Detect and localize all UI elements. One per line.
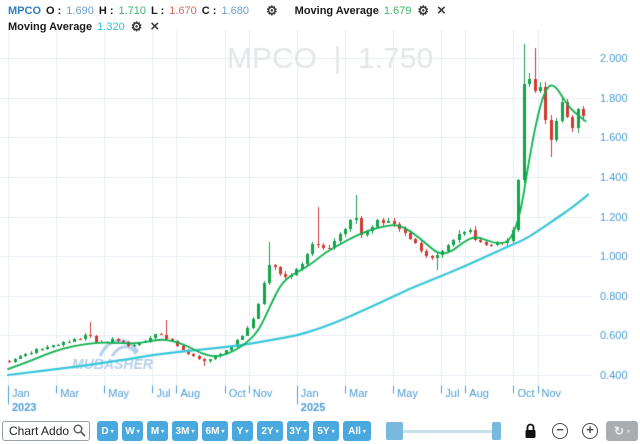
timeframe-5y-button[interactable]: 5Y ▾ — [313, 421, 339, 441]
refresh-icon: ↻ — [613, 424, 625, 438]
zoom-out-icon[interactable]: − — [552, 423, 568, 439]
search-input[interactable] — [2, 421, 90, 441]
range-slider-left-handle[interactable] — [386, 422, 403, 440]
ma-slow-name: Moving Average — [8, 21, 93, 33]
open-value: 1.690 — [66, 5, 94, 17]
range-slider-right-handle[interactable] — [492, 422, 501, 440]
close-value: 1.680 — [221, 5, 249, 17]
ma-slow-row: Moving Average 1.320 ⚙ × — [8, 19, 159, 35]
timeframe-w-button[interactable]: W ▾ — [122, 421, 143, 441]
timeframe-2y-button[interactable]: 2Y ▾ — [257, 421, 283, 441]
chevron-down-icon: ▾ — [161, 428, 165, 435]
chevron-down-icon: ▾ — [303, 428, 307, 435]
price-chart-canvas[interactable] — [0, 0, 640, 418]
timeframe-all-button[interactable]: All ▾ — [343, 421, 371, 441]
timeframe-d-button[interactable]: D ▾ — [97, 421, 118, 441]
chevron-down-icon: ▾ — [191, 428, 195, 435]
timeframe-buttons: D ▾ W ▾ M ▾ 3M ▾ 6M ▾ Y ▾ 2Y ▾ 3Y ▾ 5Y ▾ All ▾ — [97, 421, 371, 441]
close-icon[interactable]: × — [150, 18, 160, 35]
close-icon[interactable]: × — [437, 2, 446, 19]
timeframe-3m-button[interactable]: 3M ▾ — [172, 421, 198, 441]
timeframe-6m-button[interactable]: 6M ▾ — [202, 421, 228, 441]
refresh-button[interactable]: ↻ ▾ — [606, 421, 638, 441]
chevron-down-icon: ▾ — [331, 428, 335, 435]
bottom-toolbar: D▾ W▾ M▾ 3M▾ 6M▾ Y▾ 2Y▾ 3Y▾ 5Y▾ All▾ − +… — [0, 418, 640, 444]
close-label: C : — [201, 5, 217, 17]
gear-icon[interactable]: ⚙ — [266, 3, 278, 18]
chevron-down-icon: ▾ — [627, 428, 631, 435]
lock-icon[interactable] — [524, 423, 537, 439]
chevron-down-icon: ▾ — [136, 428, 140, 435]
ma-fast-name: Moving Average — [294, 5, 379, 17]
chevron-down-icon: ▾ — [245, 428, 249, 435]
timeframe-m-button[interactable]: M ▾ — [147, 421, 168, 441]
high-value: 1.710 — [118, 5, 147, 17]
chevron-down-icon: ▾ — [362, 428, 366, 435]
gear-icon[interactable]: ⚙ — [417, 3, 429, 18]
chevron-down-icon: ▾ — [110, 428, 114, 435]
low-label: L : — [151, 5, 165, 17]
chevron-down-icon: ▾ — [275, 428, 279, 435]
gear-icon[interactable]: ⚙ — [130, 19, 143, 34]
timeframe-y-button[interactable]: Y ▾ — [232, 421, 253, 441]
chevron-down-icon: ▾ — [221, 428, 225, 435]
ma-slow-value: 1.320 — [97, 21, 125, 33]
ma-fast-value: 1.679 — [383, 5, 412, 17]
high-label: H : — [98, 5, 114, 17]
open-label: O : — [46, 5, 62, 17]
timeframe-3y-button[interactable]: 3Y ▾ — [287, 421, 309, 441]
low-value: 1.670 — [169, 5, 197, 17]
zoom-in-icon[interactable]: + — [582, 423, 598, 439]
range-slider-track — [403, 430, 492, 433]
symbol-ohlc-row: MPCO O : 1.690 H : 1.710 L : 1.670 C : 1… — [8, 3, 446, 19]
symbol-label: MPCO — [8, 5, 41, 17]
